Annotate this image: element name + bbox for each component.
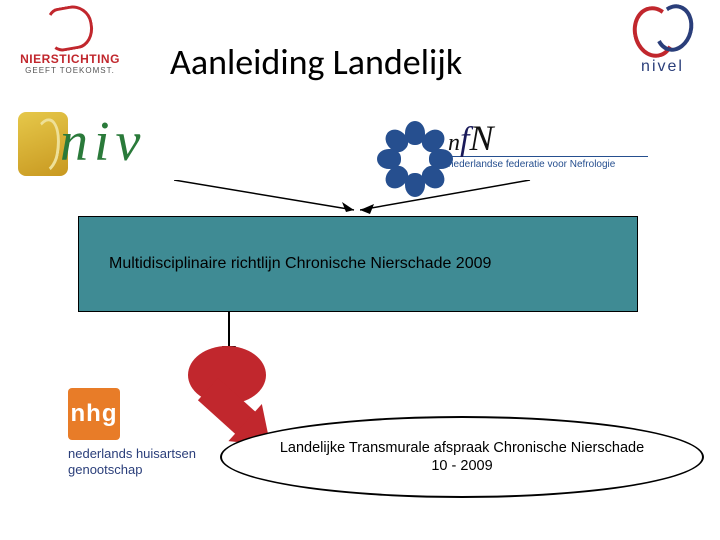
agreement-ellipse: Landelijke Transmurale afspraak Chronisc…: [220, 416, 704, 498]
nierstichting-label-1: NIERSTICHTING: [5, 52, 135, 66]
nhg-line-2: genootschap: [68, 462, 218, 478]
nivel-icon: [633, 4, 693, 56]
nhg-line-1: nederlands huisartsen: [68, 446, 218, 462]
nfn-subtitle: nederlandse federatie voor Nefrologie: [448, 159, 648, 170]
nierstichting-label-2: GEEFT TOEKOMST.: [5, 66, 135, 75]
flower-icon: [390, 122, 440, 172]
nivel-label: nivel: [615, 58, 710, 76]
kidney-icon: [44, 2, 97, 53]
nierstichting-logo: NIERSTICHTING GEEFT TOEKOMST.: [5, 6, 135, 75]
nfn-logo: nfN nederlandse federatie voor Nefrologi…: [390, 116, 700, 178]
nhg-logo: nhg nederlands huisartsen genootschap: [68, 388, 218, 477]
agreement-line-2: 10 - 2009: [431, 458, 492, 474]
guideline-text: Multidisciplinaire richtlijn Chronische …: [109, 255, 491, 273]
arrow-nfn-to-box: [360, 186, 540, 216]
niv-logo: n i v: [18, 108, 218, 186]
niv-text: n i v: [60, 110, 136, 174]
nfn-wordmark: nfN: [448, 124, 648, 153]
arrow-niv-to-box: [174, 186, 374, 216]
agreement-text: Landelijke Transmurale afspraak Chronisc…: [250, 439, 674, 475]
guideline-box: Multidisciplinaire richtlijn Chronische …: [78, 216, 638, 312]
slide-title: Aanleiding Landelijk: [170, 40, 462, 84]
agreement-line-1: Landelijke Transmurale afspraak Chronisc…: [280, 440, 644, 456]
nivel-logo: nivel: [615, 4, 710, 76]
slide: NIERSTICHTING GEEFT TOEKOMST. nivel Aanl…: [0, 0, 720, 540]
nhg-badge: nhg: [68, 388, 120, 440]
